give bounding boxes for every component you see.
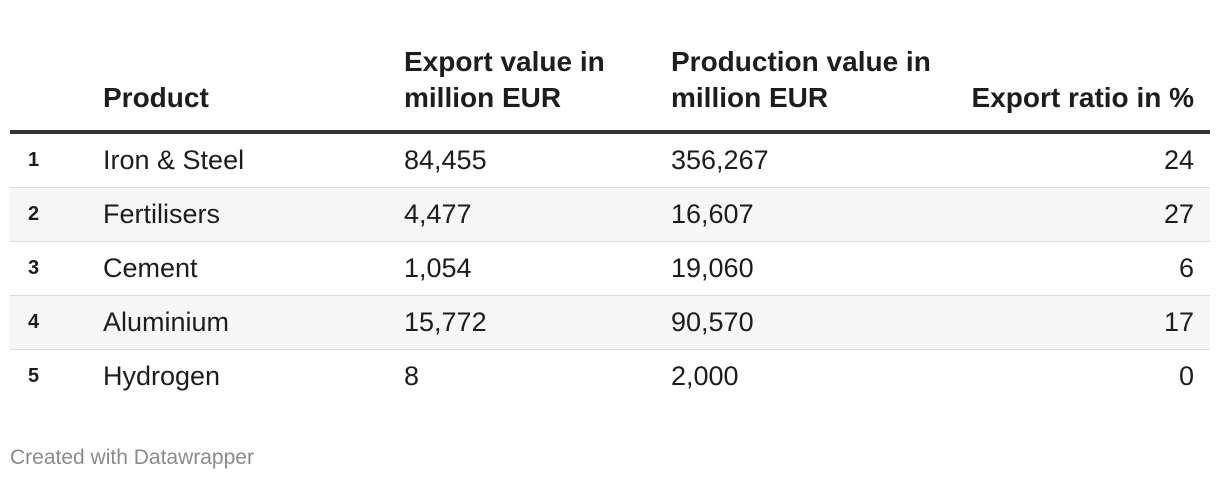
rank-cell: 1	[10, 132, 103, 188]
table-row: 4 Aluminium 15,772 90,570 17	[10, 295, 1210, 350]
header-export-ratio[interactable]: Export ratio in %	[971, 44, 1210, 134]
production-value-cell: 90,570	[671, 295, 971, 350]
header-row: Product Export value in million EUR Prod…	[10, 44, 1210, 134]
export-ratio-cell: 24	[971, 132, 1210, 188]
header-rank[interactable]	[10, 44, 103, 134]
table-row: 5 Hydrogen 8 2,000 0	[10, 350, 1210, 404]
data-table: Product Export value in million EUR Prod…	[10, 44, 1210, 403]
export-ratio-cell: 6	[971, 241, 1210, 296]
table-header: Product Export value in million EUR Prod…	[10, 44, 1210, 134]
header-product[interactable]: Product	[103, 44, 404, 134]
product-cell: Iron & Steel	[103, 132, 404, 188]
rank-cell: 4	[10, 295, 103, 350]
datawrapper-credit[interactable]: Created with Datawrapper	[10, 446, 254, 469]
export-ratio-cell: 27	[971, 187, 1210, 242]
rank-cell: 5	[28, 365, 40, 387]
export-ratio-cell: 0	[1178, 361, 1194, 391]
product-cell: Cement	[103, 241, 404, 296]
product-cell: Fertilisers	[103, 187, 404, 242]
table-row: 1 Iron & Steel 84,455 356,267 24	[10, 132, 1210, 188]
export-ratio-cell: 17	[971, 295, 1210, 350]
export-value-cell: 84,455	[404, 132, 671, 188]
header-production-value[interactable]: Production value in million EUR	[671, 44, 971, 134]
production-value-cell: 356,267	[671, 132, 971, 188]
production-value-cell: 19,060	[671, 241, 971, 296]
table-row: 2 Fertilisers 4,477 16,607 27	[10, 187, 1210, 242]
rank-cell: 2	[10, 187, 103, 242]
table-row: 3 Cement 1,054 19,060 6	[10, 241, 1210, 296]
export-value-cell: 4,477	[404, 187, 671, 242]
table-body: 1 Iron & Steel 84,455 356,267 24 2 Ferti…	[10, 132, 1210, 403]
product-cell: Hydrogen	[103, 361, 221, 391]
export-value-cell: 8	[404, 361, 420, 391]
export-value-cell: 1,054	[404, 241, 671, 296]
rank-cell: 3	[10, 241, 103, 296]
production-value-cell: 2,000	[671, 361, 739, 391]
production-value-cell: 16,607	[671, 187, 971, 242]
product-cell: Aluminium	[103, 295, 404, 350]
header-export-value[interactable]: Export value in million EUR	[404, 44, 671, 134]
data-table-container: Product Export value in million EUR Prod…	[10, 44, 1210, 403]
export-value-cell: 15,772	[404, 295, 671, 350]
